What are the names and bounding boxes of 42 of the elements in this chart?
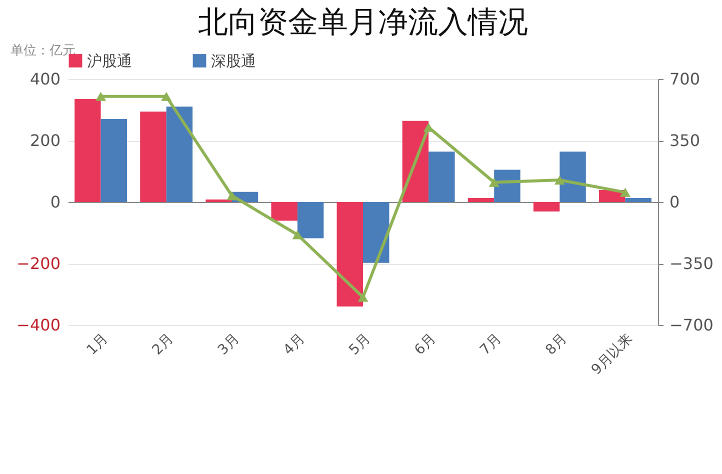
y-tick-label: −200: [16, 254, 60, 273]
y-tick-label: 200: [30, 131, 60, 150]
bar: [363, 202, 390, 263]
point: [161, 92, 172, 101]
x-tick-label: 4月: [280, 330, 308, 358]
x-tick-label: 3月: [214, 330, 242, 358]
y2-tick-label: 0: [670, 192, 680, 212]
bar: [468, 198, 494, 202]
bar: [100, 118, 127, 202]
bar: [166, 106, 193, 202]
x-tick-label: 2月: [149, 330, 177, 358]
point: [226, 191, 238, 200]
bar: [428, 152, 455, 202]
point: [96, 92, 106, 101]
y-tick-label: −400: [16, 316, 60, 334]
legend-label: 沪股通: [87, 52, 132, 70]
bar: [336, 202, 363, 307]
bar: [297, 202, 324, 238]
x-tick-label: 5月: [346, 330, 374, 358]
y-tick-label: 400: [30, 70, 60, 88]
point: [620, 188, 630, 197]
y2-tick-label: 700: [670, 70, 700, 88]
y2-tick-label: −700: [670, 316, 714, 334]
bar: [74, 98, 101, 202]
bar: [625, 198, 652, 202]
chart-title: 北向资金单月净流入情况: [198, 5, 528, 40]
y-tick-label: 0: [50, 192, 60, 212]
x-tick-label: 7月: [477, 330, 505, 358]
bar: [271, 202, 298, 221]
x-tick-label: 8月: [542, 330, 570, 358]
legend-label: 深股通: [211, 52, 256, 70]
x-tick-label: 6月: [412, 330, 440, 358]
y2-tick-label: 350: [670, 131, 700, 150]
bar: [533, 202, 560, 212]
y2-tick-label: −350: [670, 254, 714, 273]
x-tick-label: 9月以来: [588, 330, 636, 378]
point: [488, 178, 500, 187]
bar: [140, 112, 166, 202]
bar: [560, 152, 586, 202]
x-tick-label: 1月: [84, 330, 112, 358]
point: [554, 175, 565, 185]
point: [358, 292, 368, 302]
